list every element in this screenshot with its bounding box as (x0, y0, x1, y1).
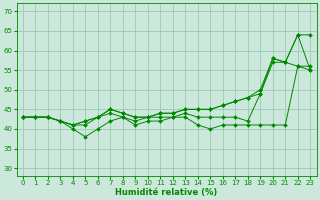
X-axis label: Humidité relative (%): Humidité relative (%) (116, 188, 218, 197)
